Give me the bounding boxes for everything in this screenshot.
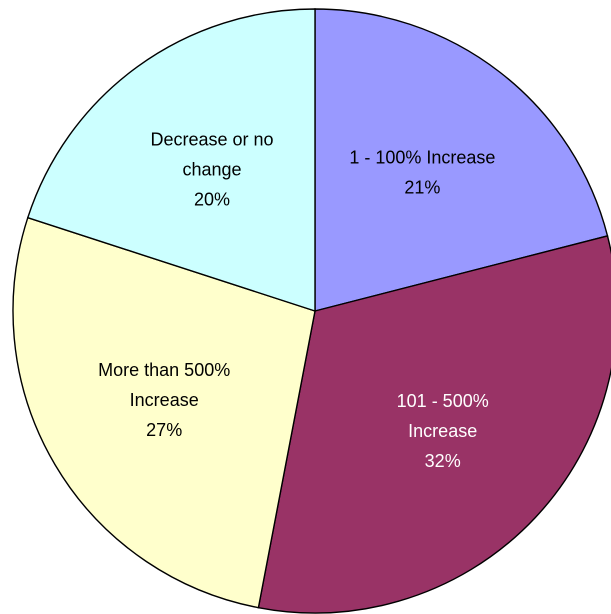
pie-slice-more-than-500-label-line: 27%	[146, 420, 182, 440]
pie-slice-decrease-or-no	[26, 8, 316, 312]
pie-slice-1-100-increase-label: 1 - 100% Increase 21%	[349, 148, 495, 198]
pie-slice-decrease-or-no-label: Decrease or no change 20%	[150, 129, 273, 209]
pie-slices	[12, 8, 611, 614]
pie-slice-1-100-increase-label-line: 1 - 100% Increase	[349, 148, 495, 168]
pie-slice-more-than-500	[12, 216, 316, 609]
pie-slice-decrease-or-no-label-line: Decrease or no	[150, 129, 273, 149]
pie-slice-more-than-500-label: More than 500% Increase 27%	[98, 360, 230, 440]
pie-labels: 1 - 100% Increase 21% 101 - 500% Increase 32…	[98, 129, 495, 471]
pie-slice-decrease-or-no-label-line: change	[182, 159, 241, 179]
pie-slice-more-than-500-label-line: Increase	[130, 390, 199, 410]
pie-slice-101-500	[257, 235, 611, 614]
pie-slice-101-500-label-line: 101 - 500%	[397, 391, 489, 411]
pie-slice-decrease-or-no-label-line: 20%	[194, 189, 230, 209]
pie-slice-101-500-label-line: 32%	[425, 451, 461, 471]
pie-slice-101-500-label: 101 - 500% Increase 32%	[397, 391, 489, 471]
pie-slice-1-100-increase	[314, 8, 609, 312]
pie-slice-more-than-500-label-line: More than 500%	[98, 360, 230, 380]
pie-slice-101-500-label-line: Increase	[408, 421, 477, 441]
pie-slice-1-100-increase-label-line: 21%	[404, 178, 440, 198]
